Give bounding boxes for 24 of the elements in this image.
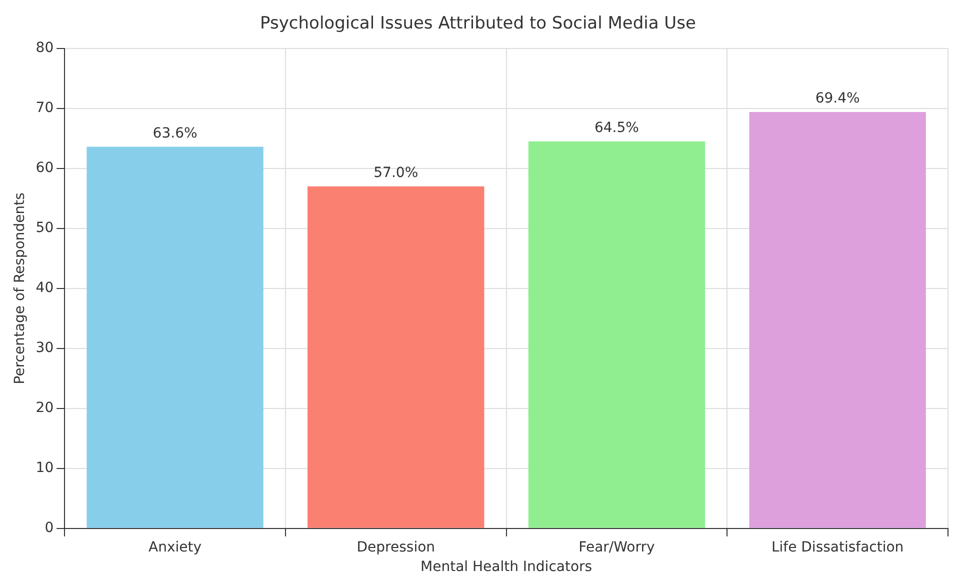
bar <box>308 186 484 528</box>
x-tick-label: Anxiety <box>148 539 202 556</box>
data-label: 64.5% <box>594 120 639 136</box>
y-tick-label: 60 <box>36 160 54 176</box>
x-axis-title: Mental Health Indicators <box>420 559 592 576</box>
data-label: 63.6% <box>152 125 198 142</box>
data-label: 69.4% <box>815 90 860 107</box>
y-axis-title: Percentage of Respondents <box>12 192 28 384</box>
x-tick-label: Depression <box>356 539 436 556</box>
data-label: 57.0% <box>374 165 418 182</box>
y-tick-label: 70 <box>36 100 54 116</box>
y-tick-label: 20 <box>36 400 54 416</box>
y-tick-label: 30 <box>36 340 54 356</box>
chart-title: Psychological Issues Attributed to Social Media Use <box>260 14 696 34</box>
x-tick-label: Life Dissatisfaction <box>771 539 904 556</box>
bar <box>749 112 926 528</box>
y-tick-label: 0 <box>44 520 54 536</box>
y-tick-label: 80 <box>36 40 54 56</box>
x-tick-label: Fear/Worry <box>578 539 655 556</box>
bar <box>528 141 706 528</box>
y-tick-label: 10 <box>36 460 54 476</box>
y-tick-label: 40 <box>36 280 54 296</box>
y-tick-label: 50 <box>36 220 54 236</box>
bar <box>86 146 264 528</box>
